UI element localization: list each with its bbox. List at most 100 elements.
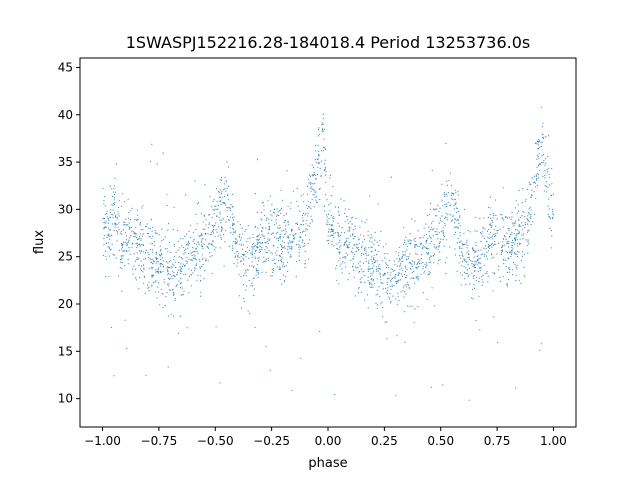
data-point — [395, 395, 397, 397]
data-point — [416, 263, 418, 266]
data-point — [370, 246, 372, 248]
data-point — [539, 169, 541, 171]
data-point — [166, 248, 168, 250]
data-point — [116, 216, 118, 218]
data-point — [218, 226, 220, 228]
data-point — [402, 287, 404, 289]
data-point — [108, 275, 110, 277]
data-point — [492, 256, 495, 258]
data-point — [121, 233, 123, 235]
data-point — [231, 213, 233, 215]
data-point — [391, 286, 393, 288]
data-point — [485, 248, 487, 250]
data-point — [506, 240, 508, 243]
data-point — [275, 219, 277, 221]
data-point — [313, 189, 315, 191]
data-point — [114, 222, 117, 224]
data-point — [328, 228, 330, 230]
data-point — [349, 221, 351, 223]
data-point — [474, 263, 476, 265]
data-point — [439, 241, 441, 243]
data-point — [438, 245, 440, 247]
data-point — [544, 162, 546, 164]
data-point — [345, 256, 347, 258]
data-point — [496, 232, 498, 234]
data-point — [105, 258, 108, 260]
data-point — [235, 230, 237, 232]
data-point — [111, 204, 113, 206]
data-point — [373, 283, 375, 285]
data-point — [245, 256, 247, 258]
data-point — [248, 257, 250, 259]
data-point — [472, 298, 474, 300]
data-point — [148, 236, 150, 238]
data-point — [199, 266, 201, 268]
data-point — [414, 237, 416, 239]
data-point — [202, 228, 204, 230]
data-point — [151, 143, 153, 145]
data-point — [123, 221, 125, 223]
data-point — [204, 228, 206, 230]
data-point — [428, 273, 430, 275]
data-point — [186, 262, 188, 264]
data-point — [541, 161, 543, 163]
data-point — [132, 231, 134, 233]
data-point — [343, 232, 346, 234]
data-point — [361, 245, 363, 247]
data-point — [261, 230, 263, 232]
data-point — [131, 246, 133, 248]
data-point — [123, 250, 125, 252]
data-point — [440, 230, 442, 232]
data-point — [369, 286, 371, 288]
data-point — [113, 375, 115, 377]
data-point — [328, 218, 330, 220]
data-point — [304, 245, 306, 247]
data-point — [277, 259, 279, 262]
data-point — [424, 266, 427, 268]
data-point — [399, 259, 401, 261]
data-point — [547, 186, 549, 188]
data-point — [466, 261, 468, 263]
data-point — [502, 245, 504, 247]
data-point — [352, 247, 354, 249]
data-point — [314, 144, 316, 146]
data-point — [203, 215, 205, 217]
data-point — [261, 234, 263, 236]
data-point — [372, 272, 374, 274]
data-point — [414, 282, 416, 284]
data-point — [376, 260, 378, 262]
data-point — [261, 247, 263, 249]
data-point — [444, 222, 446, 224]
data-point — [447, 201, 449, 203]
data-point — [347, 254, 349, 256]
data-point — [331, 224, 333, 226]
data-point — [324, 166, 326, 168]
data-point — [437, 204, 439, 206]
data-point — [194, 270, 196, 272]
data-point — [514, 207, 517, 209]
data-point — [195, 264, 197, 266]
data-point — [267, 232, 270, 234]
data-point — [530, 215, 532, 217]
data-point — [233, 263, 235, 265]
data-point — [179, 287, 182, 289]
data-point — [191, 251, 193, 253]
data-point — [362, 241, 364, 243]
data-point — [229, 227, 231, 229]
data-point — [142, 233, 144, 235]
data-point — [501, 249, 503, 251]
data-point — [407, 283, 409, 285]
data-point — [458, 222, 460, 224]
data-point — [309, 183, 311, 185]
data-point — [305, 212, 307, 214]
data-point — [397, 274, 399, 276]
data-point — [489, 207, 491, 209]
data-point — [338, 253, 340, 255]
data-point — [297, 205, 299, 207]
data-point — [454, 203, 456, 205]
data-point — [182, 293, 184, 295]
data-point — [369, 237, 372, 239]
data-point — [185, 273, 187, 275]
data-point — [474, 216, 476, 218]
data-point — [461, 252, 463, 254]
